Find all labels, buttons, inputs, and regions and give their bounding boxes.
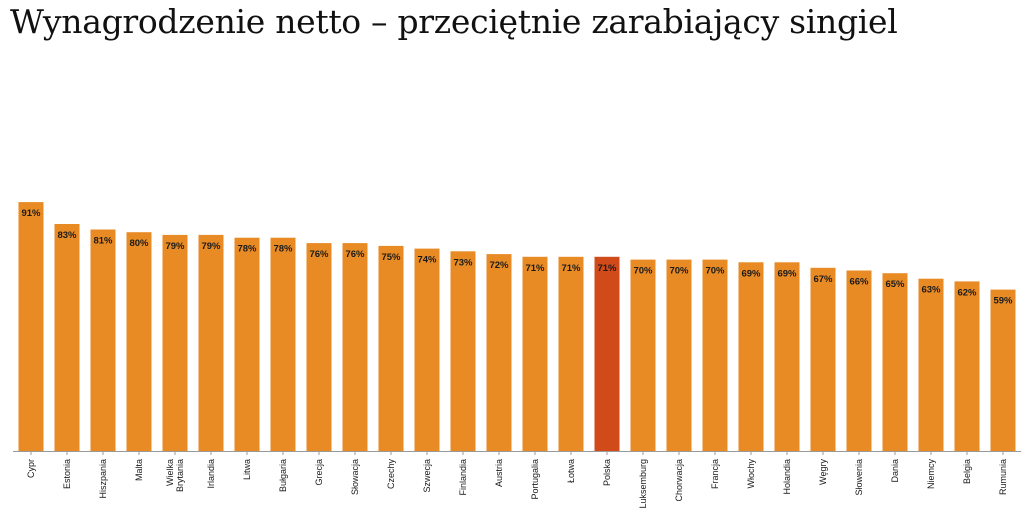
data-label: 80% — [129, 238, 149, 249]
chart-title: Wynagrodzenie netto – przeciętnie zarabi… — [10, 2, 898, 41]
bar — [810, 267, 836, 451]
data-label: 70% — [633, 266, 653, 277]
bar — [414, 248, 440, 451]
x-tick-label: Hiszpania — [98, 459, 108, 499]
data-label: 70% — [705, 266, 725, 277]
data-label: 63% — [921, 285, 941, 296]
bar — [450, 251, 476, 451]
x-tick-label: Dania — [890, 459, 900, 483]
data-label: 65% — [885, 279, 905, 290]
data-label: 71% — [561, 263, 581, 274]
data-label: 66% — [849, 277, 869, 288]
data-label: 79% — [165, 241, 185, 252]
x-tick-label: Rumunia — [998, 459, 1008, 495]
x-tick-label: Bułgaria — [278, 459, 288, 492]
data-label: 75% — [381, 252, 401, 263]
bar — [306, 243, 332, 451]
x-tick-label: Słowenia — [854, 459, 864, 496]
data-label: 76% — [309, 249, 329, 260]
x-tick-label: Czechy — [386, 459, 396, 490]
x-tick-label: Luksemburg — [638, 459, 648, 509]
data-label: 72% — [489, 260, 509, 271]
x-tick-label: Francja — [710, 459, 720, 489]
data-label: 83% — [57, 230, 77, 241]
bar — [630, 259, 656, 451]
bar — [918, 278, 944, 451]
x-tick-label: Polska — [602, 459, 612, 486]
x-tick-label: Litwa — [242, 459, 252, 480]
bar — [198, 234, 224, 451]
bar — [990, 289, 1016, 451]
bar — [882, 273, 908, 451]
data-label: 70% — [669, 266, 689, 277]
bar — [486, 254, 512, 451]
data-label: 81% — [93, 236, 113, 247]
x-tick-label: Irlandia — [206, 459, 216, 489]
bar — [774, 262, 800, 451]
data-label: 73% — [453, 257, 473, 268]
bar — [270, 237, 296, 451]
data-label: 79% — [201, 241, 221, 252]
x-tick-label: Łotwa — [566, 459, 576, 483]
bar — [702, 259, 728, 451]
x-tick-label: Węgry — [818, 459, 828, 486]
data-label: 69% — [777, 268, 797, 279]
data-label: 67% — [813, 274, 833, 285]
x-tick-label: Finlandia — [458, 459, 468, 496]
bar — [846, 270, 872, 451]
x-tick-label: Włochy — [746, 459, 756, 489]
data-label: 71% — [597, 263, 617, 274]
bar — [90, 229, 116, 451]
bar — [126, 232, 152, 451]
data-label: 62% — [957, 287, 977, 298]
x-tick-label: Cypr — [26, 459, 36, 478]
data-label: 78% — [237, 244, 257, 255]
bar — [738, 262, 764, 451]
data-label: 59% — [993, 296, 1013, 307]
data-label: 71% — [525, 263, 545, 274]
bar — [54, 224, 80, 451]
bar — [162, 234, 188, 451]
x-tick-label: Holandia — [782, 459, 792, 495]
bar — [666, 259, 692, 451]
data-label: 69% — [741, 268, 761, 279]
bar — [558, 256, 584, 451]
data-label: 76% — [345, 249, 365, 260]
bar — [594, 256, 620, 451]
bar — [234, 237, 260, 451]
x-tick-label: Portugalia — [530, 459, 540, 500]
x-tick-label: WielkaBrytania — [165, 459, 185, 492]
x-tick-label: Austria — [494, 459, 504, 487]
data-label: 91% — [21, 208, 41, 219]
bar — [954, 281, 980, 451]
bar — [378, 245, 404, 451]
bar — [522, 256, 548, 451]
x-tick-label: Belgia — [962, 459, 972, 484]
x-tick-label: Szwecja — [422, 459, 432, 493]
x-tick-label: Chorwacja — [674, 459, 684, 502]
bar — [342, 243, 368, 451]
bar — [18, 202, 44, 451]
x-tick-label: Słowacja — [350, 459, 360, 495]
data-label: 74% — [417, 255, 437, 266]
x-tick-label: Malta — [134, 459, 144, 481]
x-tick-label: Grecja — [314, 459, 324, 486]
x-tick-label: Estonia — [62, 459, 72, 489]
x-tick-label: Niemcy — [926, 459, 936, 490]
data-label: 78% — [273, 244, 293, 255]
